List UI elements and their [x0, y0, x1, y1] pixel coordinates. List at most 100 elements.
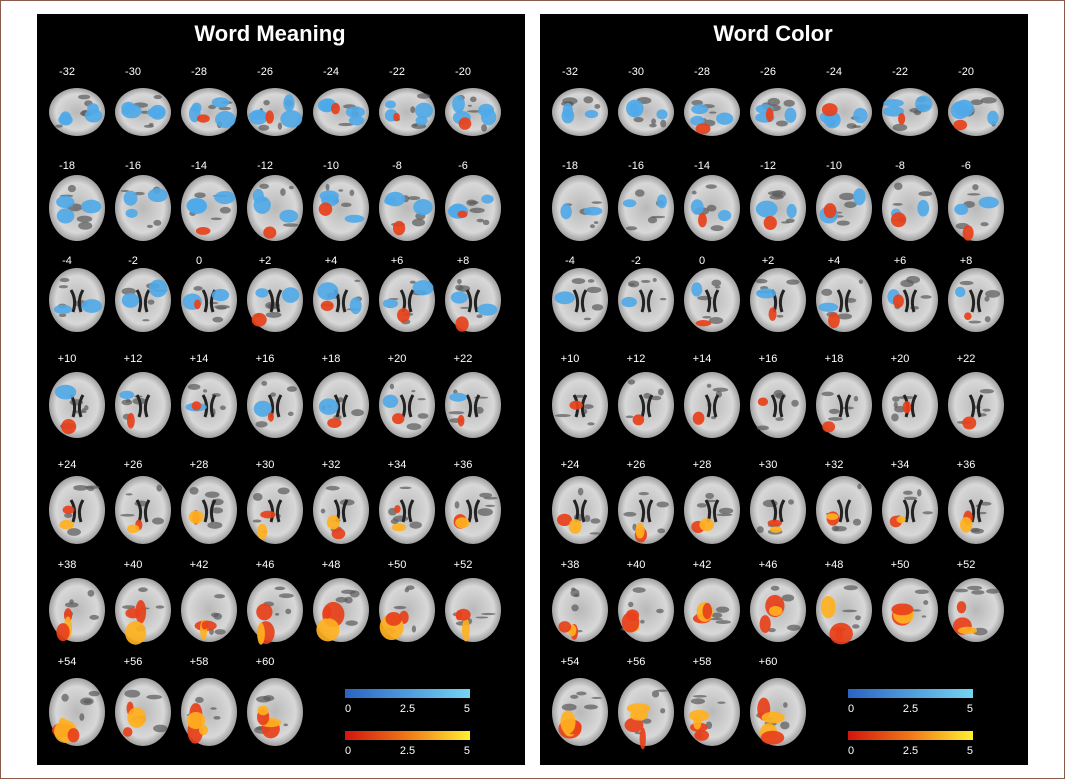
sulcus [212, 316, 224, 323]
sulcus [477, 508, 493, 517]
sulcus [900, 279, 915, 288]
sulcus [627, 379, 636, 385]
sulcus [78, 94, 91, 100]
sulcus [278, 593, 294, 599]
brain-slice [882, 88, 938, 136]
sulcus [67, 184, 76, 193]
ventricle [638, 289, 654, 313]
brain-slice [684, 578, 740, 642]
slice-label: -14 [191, 160, 207, 172]
slice-label: +42 [693, 559, 712, 571]
sulcus [589, 224, 595, 229]
brain-slice [247, 268, 303, 332]
activation-hot [892, 294, 904, 308]
activation-blue [348, 115, 365, 126]
sulcus [448, 411, 465, 415]
activation-blue [978, 196, 999, 209]
slice-label: +26 [124, 459, 143, 471]
sulcus [628, 601, 634, 608]
sulcus [696, 503, 707, 508]
slice-label: +32 [322, 459, 341, 471]
activation-hot [186, 711, 206, 730]
sulcus [715, 620, 731, 625]
brain-slice [552, 88, 608, 136]
sulcus [920, 295, 932, 299]
sulcus [985, 289, 1001, 298]
activation-hot [201, 620, 208, 630]
activation-hot [393, 112, 400, 122]
activation-hot [260, 510, 276, 519]
brain-slice [115, 88, 171, 136]
slice-label: +56 [124, 656, 143, 668]
brain [882, 268, 938, 332]
activation-hot [568, 519, 582, 534]
brain-slice [445, 268, 501, 332]
slice-label: +10 [58, 353, 77, 365]
sulcus [844, 201, 857, 208]
activation-blue [656, 109, 668, 120]
activation-hot [257, 523, 268, 540]
sulcus [785, 218, 795, 223]
activation-hot [61, 418, 77, 435]
ventricle [638, 394, 654, 418]
sulcus [412, 123, 418, 127]
brain [552, 578, 608, 642]
sulcus [409, 521, 422, 529]
activation-blue [450, 291, 468, 304]
brain [618, 175, 674, 241]
activation-blue [186, 198, 208, 214]
slice-label: +14 [693, 353, 712, 365]
slice-label: +56 [627, 656, 646, 668]
sulcus [922, 511, 933, 515]
sulcus [87, 589, 95, 597]
sulcus [853, 395, 859, 402]
slice-label: +22 [454, 353, 473, 365]
sulcus [657, 388, 664, 396]
colorbar-tick-label: 2.5 [400, 703, 415, 715]
brain-slice [445, 88, 501, 136]
sulcus [258, 124, 270, 131]
brain-slice [816, 372, 872, 438]
activation-blue [382, 394, 399, 408]
sulcus [705, 184, 717, 189]
sulcus [147, 299, 155, 305]
activation-hot [767, 519, 782, 527]
sulcus [214, 629, 226, 635]
brain-slice [684, 88, 740, 136]
sulcus [485, 504, 496, 507]
sulcus [954, 588, 969, 593]
sulcus [411, 390, 416, 393]
activation-hot [763, 216, 777, 231]
slice-label: -10 [323, 160, 339, 172]
sulcus [207, 521, 223, 529]
brain-slice [618, 578, 674, 642]
brain-slice [750, 372, 806, 438]
slice-label: +6 [391, 255, 404, 267]
sulcus [756, 425, 769, 431]
activation-hot [962, 225, 974, 241]
sulcus [656, 689, 669, 692]
sulcus [959, 280, 974, 286]
sulcus [153, 219, 162, 226]
sulcus [351, 409, 364, 417]
sulcus [781, 594, 795, 602]
brain-slice [181, 372, 237, 438]
brain-slice [247, 88, 303, 136]
activation-blue [954, 203, 969, 216]
brain-slice [445, 175, 501, 241]
activation-blue [214, 191, 236, 205]
activation-blue [211, 288, 230, 302]
brain-slice [181, 578, 237, 642]
sulcus [788, 499, 794, 505]
sulcus [153, 95, 162, 100]
sulcus [252, 519, 262, 523]
sulcus [283, 723, 288, 727]
sulcus [219, 206, 231, 214]
ventricle [69, 499, 85, 523]
sulcus [255, 421, 268, 428]
activation-hot [964, 312, 972, 320]
sulcus [828, 417, 843, 421]
slice-label: +2 [259, 255, 272, 267]
sulcus [338, 122, 354, 127]
sulcus [632, 587, 646, 593]
